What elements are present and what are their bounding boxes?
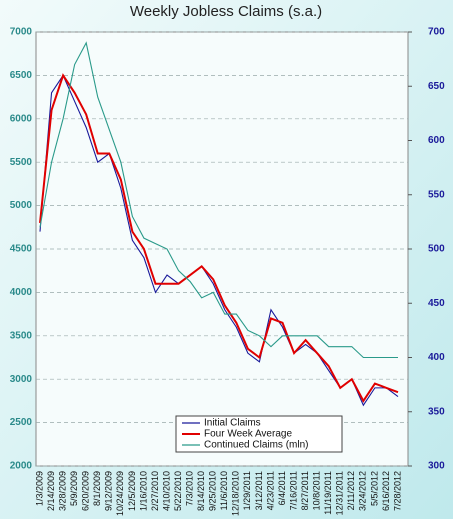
x-tick-label: 7/28/2012 [392,471,402,511]
x-tick-label: 8/1/2009 [92,471,102,506]
y2-tick-label: 350 [428,406,445,417]
chart-title: Weekly Jobless Claims (s.a.) [130,3,322,20]
y2-tick-label: 400 [428,352,445,363]
legend-label: Four Week Average [204,429,292,440]
x-tick-label: 8/27/2011 [300,471,310,510]
x-tick-label: 7/16/2011 [288,471,298,510]
y-tick-label: 7000 [10,27,33,38]
x-tick-label: 5/22/2010 [173,471,183,511]
legend-box [175,415,343,453]
y-tick-label: 3500 [10,330,33,341]
x-tick-label: 2/14/2009 [46,471,56,511]
x-tick-label: 12/5/2009 [127,471,137,511]
y-tick-label: 2000 [10,461,33,472]
x-tick-label: 3/12/2011 [254,471,264,510]
x-tick-label: 7/3/2010 [185,471,195,506]
y-tick-label: 5500 [10,157,33,168]
y-tick-label: 4000 [10,287,33,298]
y-tick-label: 6500 [10,70,33,81]
x-tick-label: 8/14/2010 [196,471,206,511]
y2-tick-label: 600 [428,135,445,146]
x-tick-label: 3/24/2012 [358,471,368,511]
y-tick-label: 2500 [10,417,33,428]
x-tick-label: 6/16/2012 [381,471,391,511]
x-tick-label: 11/6/2010 [219,471,229,510]
x-tick-label: 5/5/2012 [369,471,379,506]
x-tick-label: 4/23/2011 [265,471,275,510]
x-tick-label: 4/10/2010 [161,471,171,511]
y2-tick-label: 650 [428,81,445,92]
y-tick-label: 3000 [10,374,33,385]
x-tick-label: 3/28/2009 [57,471,67,511]
legend-label: Initial Claims [204,418,261,429]
legend-label: Continued Claims (mln) [204,440,308,451]
y-tick-label: 4500 [10,244,33,255]
y2-tick-label: 300 [428,461,445,472]
x-tick-label: 2/27/2010 [150,471,160,511]
x-tick-label: 6/20/2009 [81,471,91,511]
x-tick-label: 5/9/2009 [69,471,79,506]
y2-tick-label: 550 [428,189,445,200]
y2-tick-label: 500 [428,244,445,255]
x-tick-label: 2/11/2012 [346,471,356,510]
y-tick-label: 5000 [10,200,33,211]
y2-tick-label: 450 [428,298,445,309]
x-tick-label: 1/16/2010 [138,471,148,511]
y-tick-label: 6000 [10,113,33,124]
series-line [39,41,398,359]
x-tick-label: 9/25/2010 [208,471,218,511]
x-tick-label: 11/19/2011 [323,471,333,515]
y2-tick-label: 700 [428,27,445,38]
x-tick-label: 10/24/2009 [115,471,125,516]
series-line [39,73,399,403]
x-tick-label: 1/3/2009 [34,471,44,506]
x-tick-label: 12/18/2010 [231,471,241,516]
x-tick-label: 10/8/2011 [312,471,322,510]
x-tick-label: 1/29/2011 [242,471,252,510]
x-tick-label: 9/12/2009 [104,471,114,511]
x-tick-label: 12/31/2011 [335,471,345,515]
x-tick-label: 6/4/2011 [277,471,287,505]
